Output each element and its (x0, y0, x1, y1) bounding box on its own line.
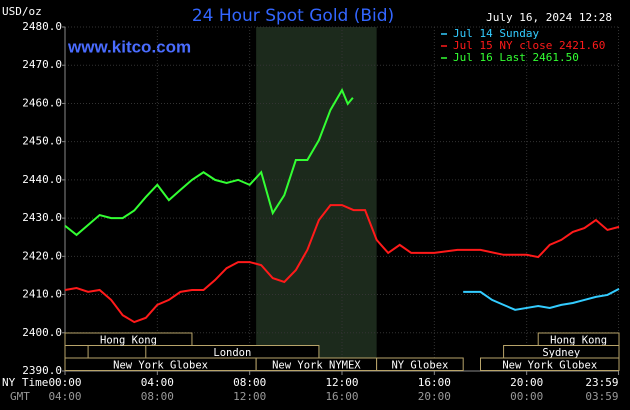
session-label: NY Globex (391, 359, 448, 371)
y-tick-label: 2420.0 (22, 249, 62, 262)
x-axis-label: NY Time (2, 376, 48, 389)
y-tick-label: 2410.0 (22, 288, 62, 301)
unit-label: USD/oz (2, 5, 42, 18)
x2-tick-label: 03:59 (585, 390, 618, 403)
x2-tick-label: 16:00 (325, 390, 358, 403)
series-line (463, 287, 620, 311)
x2-tick-label: 12:00 (233, 390, 266, 403)
legend-label: Jul 16 Last 2461.50 (453, 51, 579, 64)
y-tick-label: 2390.0 (22, 364, 62, 377)
session-label: Hong Kong (550, 334, 607, 346)
x-tick-label: 23:59 (585, 376, 618, 389)
series-line (64, 204, 620, 324)
timestamp: July 16, 2024 12:28 (486, 11, 612, 24)
x2-tick-label: 04:00 (48, 390, 81, 403)
session-label: Hong Kong (100, 334, 157, 346)
session-label: New York Globex (113, 359, 208, 371)
y-tick-label: 2480.0 (22, 20, 62, 33)
y-tick-label: 2440.0 (22, 173, 62, 186)
session-label: London (213, 347, 251, 359)
chart-title: 24 Hour Spot Gold (Bid) (192, 6, 394, 26)
x-tick-label: 08:00 (233, 376, 266, 389)
source: www.kitco.com (67, 37, 191, 56)
session-box (64, 332, 193, 346)
session-box (64, 345, 89, 359)
y-tick-label: 2430.0 (22, 211, 62, 224)
y-tick-label: 2400.0 (22, 326, 62, 339)
y-tick-label: 2450.0 (22, 135, 62, 148)
session-box (376, 357, 464, 371)
x-tick-label: 12:00 (325, 376, 358, 389)
session-label: Sydney (542, 347, 580, 359)
x-tick-label: 20:00 (510, 376, 543, 389)
x-tick-label: 00:00 (48, 376, 81, 389)
y-tick-label: 2460.0 (22, 96, 62, 109)
session-label: New York Globex (502, 359, 597, 371)
x2-tick-label: 08:00 (141, 390, 174, 403)
x2-tick-label: 20:00 (418, 390, 451, 403)
series-line (64, 87, 354, 237)
y-tick-label: 2470.0 (22, 58, 62, 71)
legend-label: Jul 15 NY close 2421.60 (453, 39, 605, 52)
x-tick-label: 16:00 (418, 376, 451, 389)
x2-tick-label: 00:00 (510, 390, 543, 403)
session-label: New York NYMEX (272, 359, 361, 371)
shaded-band (256, 27, 377, 371)
x2-axis-label: GMT (10, 390, 30, 403)
legend-label: Jul 14 Sunday (453, 27, 539, 40)
x-tick-label: 04:00 (141, 376, 174, 389)
session-box (480, 357, 620, 371)
